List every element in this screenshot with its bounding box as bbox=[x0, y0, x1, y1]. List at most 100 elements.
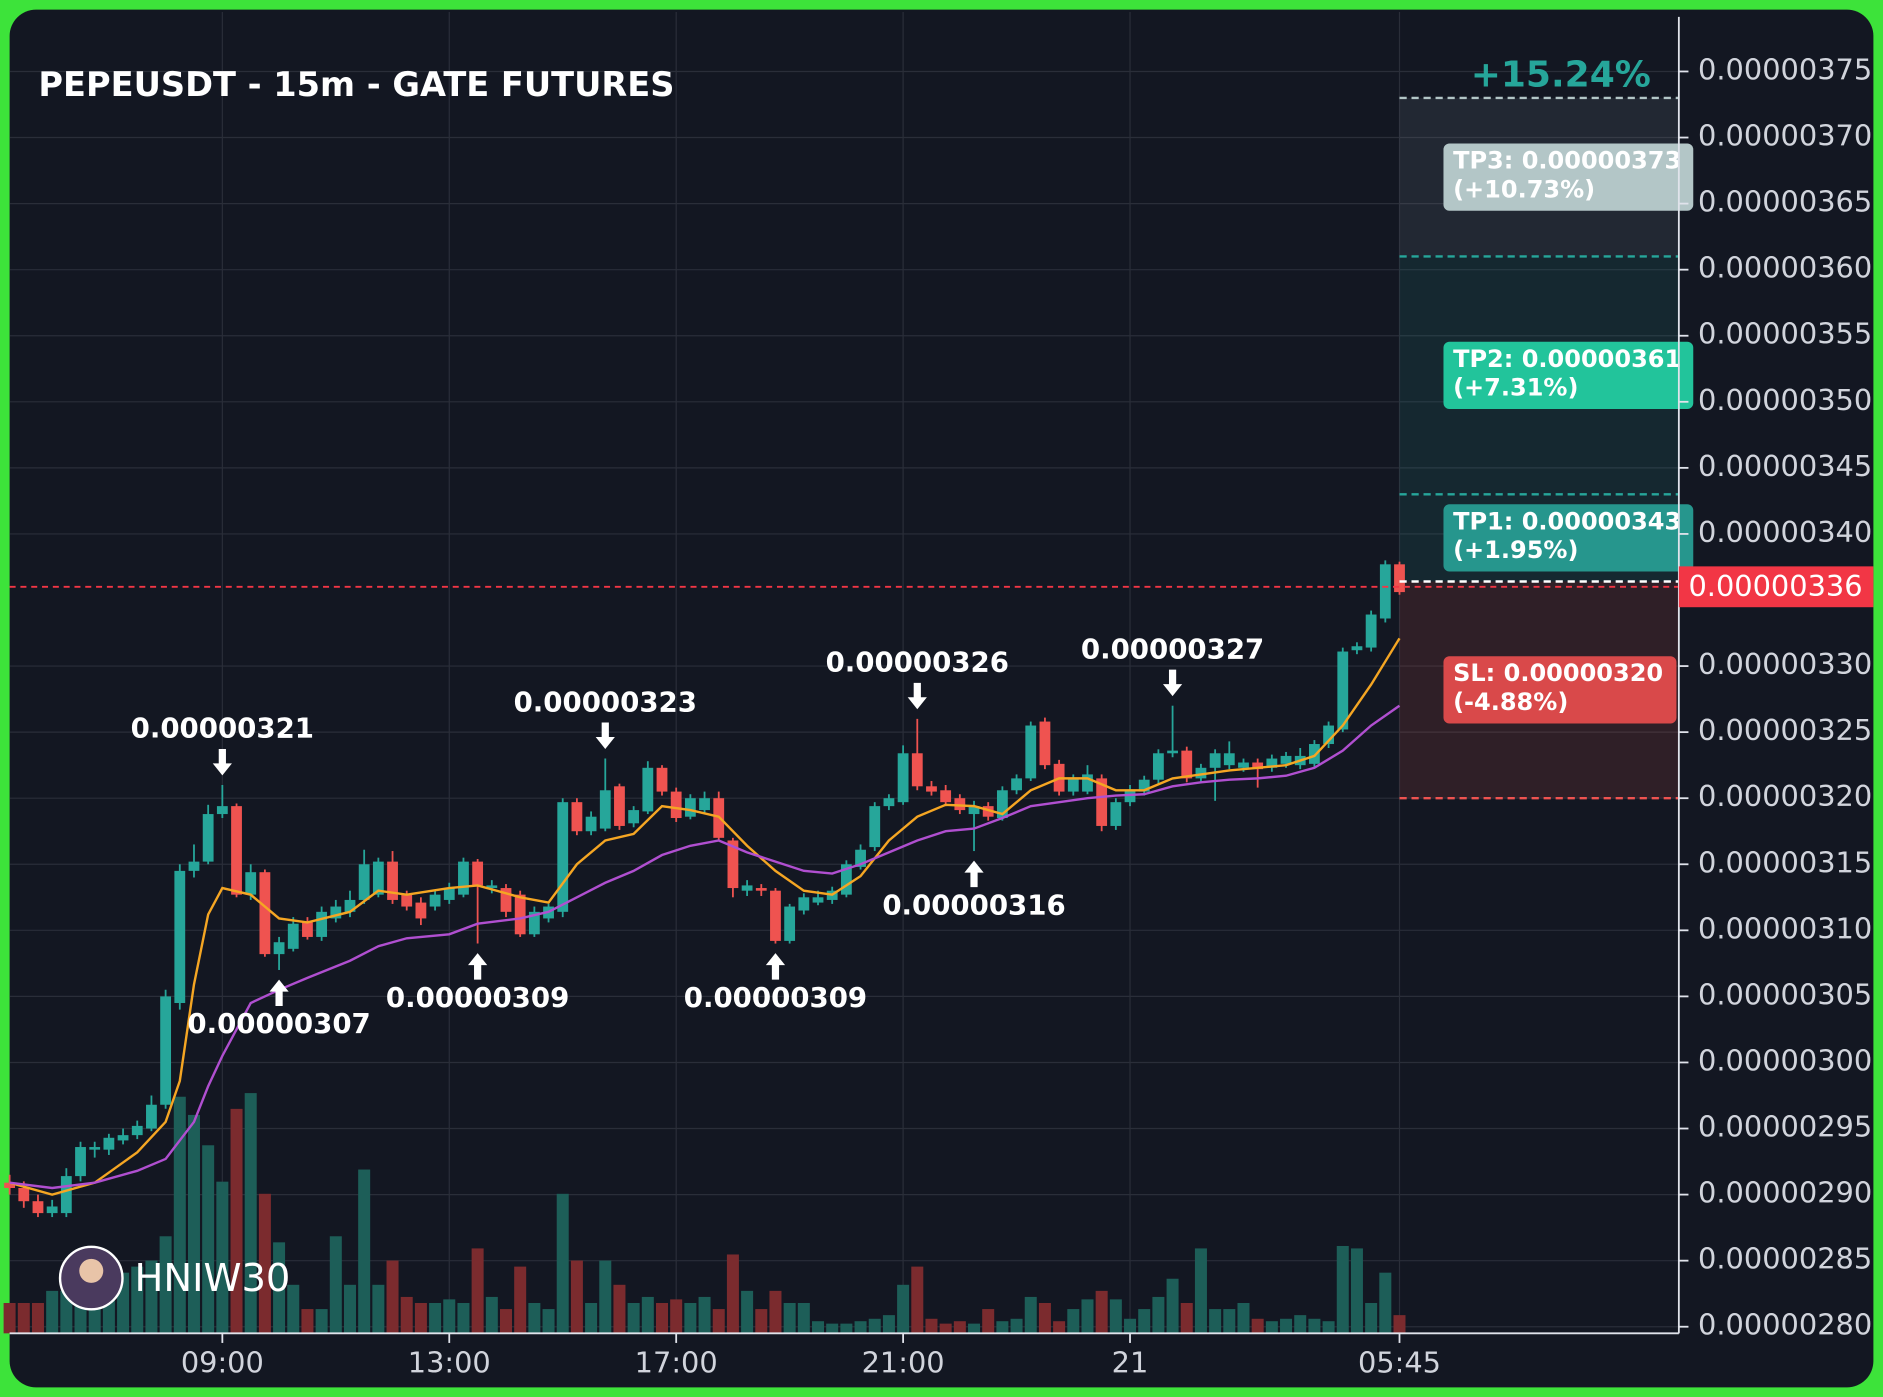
x-tick-label: 13:00 bbox=[408, 1346, 491, 1380]
annotation-arrow bbox=[964, 860, 984, 888]
candle-body bbox=[486, 885, 498, 889]
y-tick-label: 0.00000370 bbox=[1698, 119, 1872, 153]
moving-average-line bbox=[9, 637, 1401, 1196]
volume-bar bbox=[854, 1321, 867, 1334]
candle-body bbox=[1323, 725, 1334, 745]
volume-bar bbox=[726, 1254, 739, 1334]
candle-body bbox=[1167, 750, 1178, 754]
candle-body bbox=[1082, 774, 1093, 792]
candle-body bbox=[784, 906, 796, 941]
annotation-label: 0.00000323 bbox=[514, 685, 697, 718]
stop-label: SL: 0.00000320 bbox=[1453, 659, 1663, 687]
volume-bar bbox=[1336, 1245, 1349, 1334]
annotation-label: 0.00000307 bbox=[187, 1007, 370, 1040]
volume-bar bbox=[1223, 1309, 1236, 1334]
candle-body bbox=[614, 786, 625, 826]
moving-average-line bbox=[9, 704, 1401, 1190]
candle-body bbox=[755, 888, 767, 891]
volume-bar bbox=[343, 1284, 356, 1334]
candle-body bbox=[1252, 762, 1264, 770]
volume-bar bbox=[400, 1296, 413, 1334]
y-tick-label: 0.00000375 bbox=[1698, 52, 1872, 86]
candle-body bbox=[316, 911, 328, 937]
target-label: TP1: 0.00000343 bbox=[1453, 507, 1681, 535]
y-tick-label: 0.00000290 bbox=[1698, 1176, 1872, 1210]
volume-bar bbox=[712, 1309, 725, 1334]
candle-body bbox=[415, 902, 427, 919]
candle-body bbox=[642, 767, 654, 812]
volume-bar bbox=[812, 1321, 825, 1334]
candle-body bbox=[656, 767, 668, 792]
candle-body bbox=[1138, 779, 1150, 792]
candle-body bbox=[1011, 778, 1022, 791]
target-change: (+10.73%) bbox=[1453, 175, 1595, 203]
candle-body bbox=[46, 1206, 58, 1214]
candle-body bbox=[741, 885, 753, 891]
annotation-arrow bbox=[468, 953, 488, 980]
candle-body bbox=[699, 798, 710, 811]
candle-body bbox=[160, 996, 172, 1105]
candle-body bbox=[727, 840, 739, 889]
volume-bar bbox=[1138, 1309, 1151, 1334]
candle-body bbox=[330, 906, 342, 919]
volume-bar bbox=[31, 1303, 44, 1334]
candle-body bbox=[216, 806, 228, 815]
volume-bar bbox=[315, 1309, 328, 1334]
volume-bar bbox=[556, 1193, 569, 1334]
volume-bar bbox=[826, 1323, 839, 1334]
x-tick-label: 05:45 bbox=[1358, 1346, 1441, 1380]
annotation-label: 0.00000309 bbox=[386, 981, 569, 1014]
candle-body bbox=[1379, 564, 1391, 619]
candle-body bbox=[500, 888, 512, 912]
volume-bar bbox=[457, 1303, 470, 1334]
candle-body bbox=[557, 802, 569, 912]
candle-body bbox=[1209, 753, 1221, 768]
candle-body bbox=[117, 1135, 129, 1141]
annotation-label: 0.00000316 bbox=[882, 888, 1065, 921]
volume bbox=[3, 1093, 1406, 1334]
volume-bar bbox=[1237, 1303, 1250, 1334]
chart-title: PEPEUSDT - 15m - GATE FUTURES bbox=[38, 65, 674, 104]
target-label-box bbox=[1443, 143, 1694, 211]
stop-change: (-4.88%) bbox=[1453, 688, 1568, 716]
volume-bar bbox=[499, 1309, 513, 1334]
y-tick-label: 0.00000305 bbox=[1698, 977, 1872, 1011]
x-tick-label: 21 bbox=[1112, 1346, 1149, 1380]
y-tick-label: 0.00000320 bbox=[1698, 779, 1872, 813]
annotation-arrow bbox=[269, 979, 289, 1007]
volume-bar bbox=[471, 1248, 484, 1334]
candle-body bbox=[1025, 725, 1037, 779]
volume-bar bbox=[585, 1303, 598, 1334]
candle-body bbox=[302, 922, 313, 937]
volume-bar bbox=[1095, 1290, 1108, 1334]
target-change: (+1.95%) bbox=[1453, 536, 1578, 564]
target-label: TP2: 0.00000361 bbox=[1453, 345, 1681, 373]
annotation-label: 0.00000327 bbox=[1081, 632, 1264, 665]
volume-bar bbox=[329, 1236, 342, 1334]
candle-body bbox=[1308, 744, 1320, 764]
candle-body bbox=[429, 894, 441, 907]
candle-body bbox=[869, 806, 881, 848]
last-price-box bbox=[1678, 566, 1874, 608]
candle-body bbox=[528, 911, 540, 935]
candle-body bbox=[770, 890, 781, 941]
volume-bar bbox=[868, 1318, 881, 1334]
candle-body bbox=[1152, 753, 1164, 780]
volume-bar bbox=[1124, 1318, 1137, 1334]
candle-body bbox=[344, 899, 356, 912]
volume-bar bbox=[670, 1299, 683, 1334]
overlay: TP3: 0.00000373(+10.73%) TP2: 0.00000361 (… bbox=[9, 54, 1694, 1040]
volume-bar bbox=[1209, 1309, 1222, 1334]
volume-bar bbox=[1152, 1296, 1165, 1334]
target-label: TP3: 0.00000373 bbox=[1453, 147, 1681, 175]
last-price-label: 0.00000336 bbox=[1688, 569, 1862, 603]
avatar-face bbox=[79, 1258, 104, 1283]
volume-bar bbox=[358, 1169, 371, 1334]
candle-body bbox=[4, 1182, 16, 1188]
volume-bar bbox=[1109, 1299, 1122, 1334]
volume-bar bbox=[769, 1290, 782, 1334]
volume-bar bbox=[741, 1290, 754, 1334]
volume-bar bbox=[1053, 1321, 1066, 1334]
volume-bar bbox=[1251, 1318, 1264, 1334]
